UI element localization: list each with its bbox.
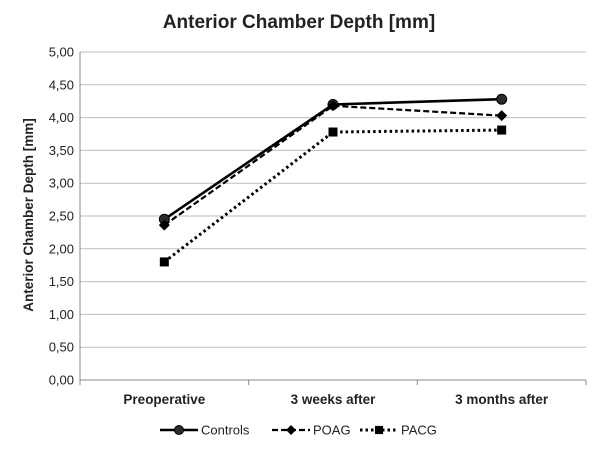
x-tick-label: 3 weeks after [291, 392, 377, 407]
series-poag [158, 100, 508, 231]
legend-marker-poag [286, 425, 296, 435]
y-tick-label: 2,50 [49, 209, 74, 224]
legend-label-controls: Controls [201, 423, 250, 438]
chart-title: Anterior Chamber Depth [mm] [163, 12, 435, 33]
data-point-pacg [497, 125, 507, 135]
y-tick-labels: 0,00 0,50 1,00 1,50 2,00 2,50 3,00 3,50 4,00 4,50… [49, 45, 74, 388]
legend: Controls POAG PACG [160, 423, 437, 438]
data-point-controls [496, 93, 508, 105]
y-tick-label: 3,00 [49, 176, 74, 191]
series-group [158, 93, 508, 267]
series-line-poag [163, 104, 502, 227]
legend-item-poag: POAG [272, 423, 351, 438]
legend-marker-pacg [374, 425, 384, 435]
legend-item-pacg: PACG [360, 423, 437, 438]
series-pacg [159, 125, 507, 267]
x-tick-labels: Preoperative 3 weeks after 3 months after [123, 392, 548, 407]
y-tick-label: 4,00 [49, 110, 74, 125]
data-point-pacg [328, 127, 338, 137]
y-tick-label: 5,00 [49, 45, 74, 60]
data-point-poag [327, 100, 339, 112]
series-line-pacg [163, 128, 502, 264]
axes [79, 52, 587, 385]
y-tick-label: 4,50 [49, 77, 74, 92]
y-axis-label: Anterior Chamber Depth [mm] [21, 118, 36, 312]
data-point-pacg [159, 257, 169, 267]
y-tick-label: 1,00 [49, 307, 74, 322]
x-tick-label: Preoperative [123, 392, 205, 407]
x-tick-label: 3 months after [455, 392, 549, 407]
y-tick-label: 0,00 [49, 373, 74, 388]
legend-marker-controls [174, 425, 184, 435]
data-point-poag [158, 219, 170, 231]
y-tick-label: 1,50 [49, 274, 74, 289]
y-tick-label: 0,50 [49, 340, 74, 355]
y-tick-label: 3,50 [49, 143, 74, 158]
data-point-poag [496, 110, 508, 122]
y-tick-label: 2,00 [49, 241, 74, 256]
legend-label-poag: POAG [313, 423, 351, 438]
gridlines [80, 51, 586, 348]
legend-label-pacg: PACG [401, 423, 437, 438]
legend-item-controls: Controls [160, 423, 250, 438]
